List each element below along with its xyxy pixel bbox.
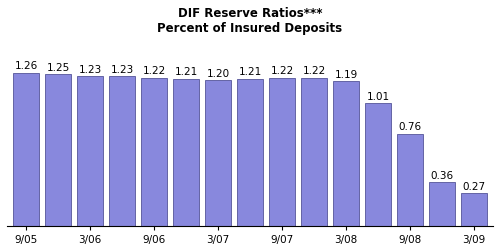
- Text: 1.01: 1.01: [366, 92, 390, 102]
- Text: 1.25: 1.25: [46, 62, 70, 73]
- Text: 1.23: 1.23: [78, 65, 102, 75]
- Text: 1.26: 1.26: [14, 61, 38, 71]
- Bar: [461, 193, 487, 226]
- Bar: [333, 81, 359, 226]
- Bar: [45, 74, 71, 226]
- Text: 0.36: 0.36: [430, 171, 454, 181]
- Bar: [365, 103, 391, 226]
- Bar: [13, 73, 39, 226]
- Title: DIF Reserve Ratios***
Percent of Insured Deposits: DIF Reserve Ratios*** Percent of Insured…: [158, 7, 342, 35]
- Text: 1.22: 1.22: [270, 66, 293, 76]
- Text: 1.23: 1.23: [110, 65, 134, 75]
- Bar: [429, 182, 455, 226]
- Text: 0.76: 0.76: [398, 122, 421, 132]
- Text: 1.21: 1.21: [174, 67, 198, 77]
- Text: 1.20: 1.20: [206, 69, 230, 79]
- Text: 1.22: 1.22: [142, 66, 166, 76]
- Bar: [173, 79, 199, 226]
- Bar: [141, 78, 167, 226]
- Bar: [397, 134, 423, 226]
- Bar: [237, 79, 263, 226]
- Bar: [77, 76, 103, 226]
- Text: 0.27: 0.27: [462, 182, 485, 192]
- Bar: [109, 76, 135, 226]
- Text: 1.22: 1.22: [302, 66, 326, 76]
- Bar: [301, 78, 327, 226]
- Text: 1.21: 1.21: [238, 67, 262, 77]
- Bar: [205, 80, 231, 226]
- Bar: [269, 78, 295, 226]
- Text: 1.19: 1.19: [334, 70, 357, 80]
